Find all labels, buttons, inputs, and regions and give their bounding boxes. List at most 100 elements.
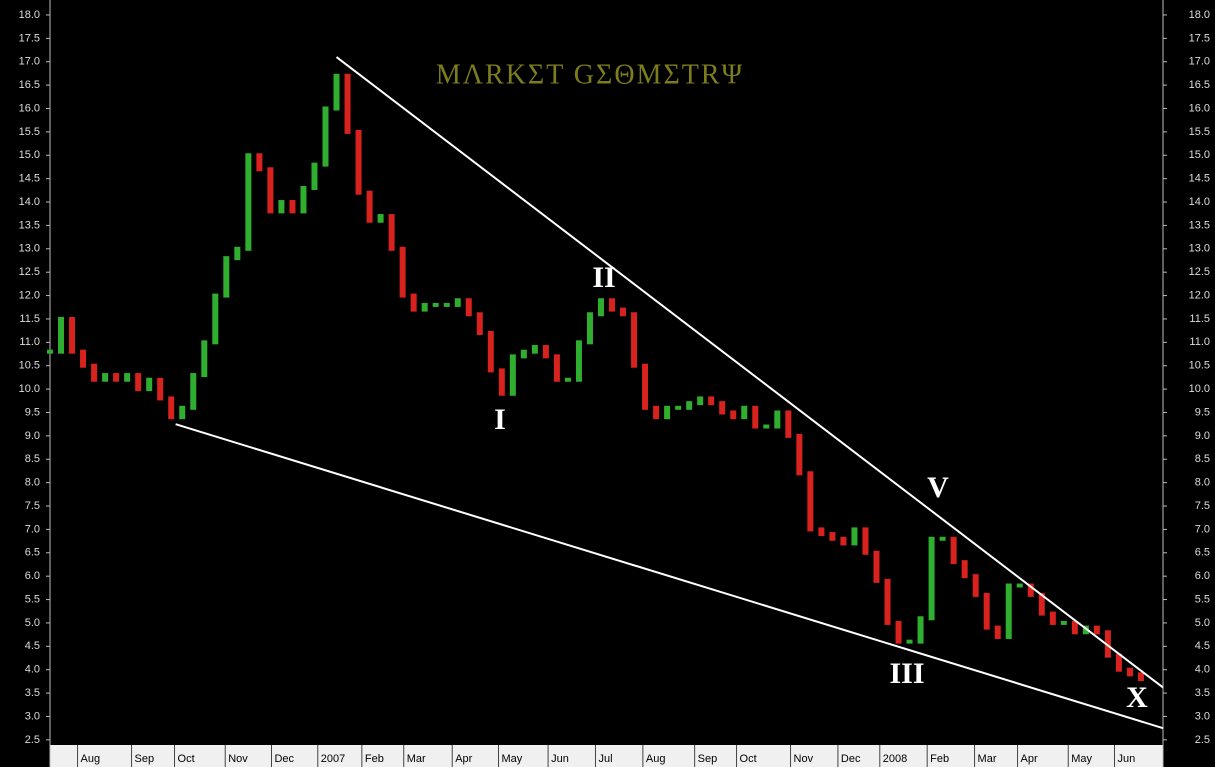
wave-label: III: [889, 657, 924, 690]
chart-title: MΛRKΣT GΣΘMΣTRΨ: [436, 59, 744, 90]
price-bar: [609, 298, 616, 312]
y-tick-label: 5.5: [25, 593, 40, 605]
price-bar: [840, 536, 847, 546]
price-bar: [597, 298, 604, 317]
price-bar: [950, 536, 957, 565]
price-bar: [443, 302, 450, 307]
x-tick-label: Sep: [698, 753, 718, 765]
y-tick-label: 18.0: [19, 9, 40, 21]
price-bar: [289, 200, 296, 214]
price-bar: [201, 340, 208, 378]
x-tick-label: Dec: [274, 753, 294, 765]
x-tick-label: 2007: [321, 753, 345, 765]
price-bar: [1126, 667, 1133, 677]
x-tick-label: Dec: [841, 753, 861, 765]
price-bar: [862, 527, 869, 555]
price-bar: [1027, 583, 1034, 597]
x-tick-label: Jun: [551, 753, 569, 765]
price-bar: [520, 349, 527, 359]
x-tick-label: Nov: [228, 753, 248, 765]
price-bar: [851, 527, 858, 546]
y-tick-label: 15.0: [19, 149, 40, 161]
price-bar: [983, 592, 990, 630]
price-bar: [620, 307, 627, 317]
y-tick-label: 15.0: [1189, 149, 1210, 161]
y-tick-label: 15.5: [19, 126, 40, 138]
price-bar: [366, 190, 373, 223]
x-tick-label: May: [1071, 753, 1092, 765]
price-bar: [1082, 625, 1089, 635]
price-bar: [212, 293, 219, 345]
wave-label: X: [1126, 681, 1148, 714]
price-bar: [961, 560, 968, 579]
price-bar: [113, 373, 120, 382]
x-axis-strip: [50, 745, 1163, 767]
y-tick-label: 10.0: [19, 383, 40, 395]
price-bar: [476, 312, 483, 335]
price-bar: [708, 396, 715, 406]
price-bar: [465, 298, 472, 317]
price-bar: [1104, 630, 1111, 658]
price-bar: [69, 316, 76, 354]
trend-line: [335, 56, 1164, 689]
price-bar: [1115, 653, 1122, 672]
price-bar: [432, 302, 439, 307]
y-tick-label: 9.0: [1195, 430, 1210, 442]
y-tick-label: 8.0: [25, 477, 40, 489]
x-tick-label: Nov: [794, 753, 814, 765]
y-tick-label: 13.5: [1189, 219, 1210, 231]
y-tick-label: 12.5: [1189, 266, 1210, 278]
price-bar: [895, 620, 902, 644]
price-bar: [509, 354, 516, 396]
x-tick-label: Apr: [1021, 753, 1038, 765]
x-tick-label: May: [502, 753, 523, 765]
price-bar: [586, 312, 593, 345]
price-bar: [58, 316, 65, 354]
y-tick-label: 6.0: [1195, 570, 1210, 582]
y-tick-label: 12.0: [19, 289, 40, 301]
trend-line: [175, 423, 1164, 730]
price-bar: [487, 330, 494, 373]
price-bar: [642, 363, 649, 410]
price-bar: [498, 368, 505, 396]
y-tick-label: 3.0: [1195, 710, 1210, 722]
y-tick-label: 16.5: [19, 79, 40, 91]
y-tick-label: 13.5: [19, 219, 40, 231]
y-tick-label: 5.0: [1195, 617, 1210, 629]
price-bar: [1049, 611, 1056, 625]
y-tick-label: 9.0: [25, 430, 40, 442]
y-tick-label: 8.0: [1195, 477, 1210, 489]
price-bar: [179, 405, 186, 420]
y-tick-label: 11.0: [19, 336, 40, 348]
y-tick-label: 7.0: [1195, 523, 1210, 535]
price-bar: [829, 532, 836, 541]
price-bar: [906, 639, 913, 644]
y-tick-label: 5.5: [1195, 593, 1210, 605]
price-bar: [388, 214, 395, 251]
price-bar: [553, 354, 560, 382]
price-bar: [719, 401, 726, 415]
price-bar: [333, 73, 340, 111]
price-bar: [1038, 592, 1045, 616]
price-bar: [300, 186, 307, 214]
x-tick-label: Apr: [455, 753, 472, 765]
price-bar: [344, 73, 351, 134]
price-bar: [146, 377, 153, 392]
y-tick-label: 9.5: [25, 406, 40, 418]
price-bar: [697, 396, 704, 406]
y-tick-label: 11.5: [1189, 313, 1210, 325]
price-bar: [752, 405, 759, 429]
price-bar: [1093, 625, 1100, 635]
y-tick-label: 14.5: [1189, 173, 1210, 185]
price-bar: [190, 373, 197, 410]
price-bar: [774, 410, 781, 429]
y-tick-label: 6.5: [1195, 547, 1210, 559]
price-bar: [355, 129, 362, 195]
y-tick-label: 8.5: [25, 453, 40, 465]
x-tick-label: Mar: [978, 753, 997, 765]
price-bar: [631, 312, 638, 368]
price-bar: [1060, 620, 1067, 625]
y-tick-label: 9.5: [1195, 406, 1210, 418]
y-tick-label: 13.0: [1189, 243, 1210, 255]
